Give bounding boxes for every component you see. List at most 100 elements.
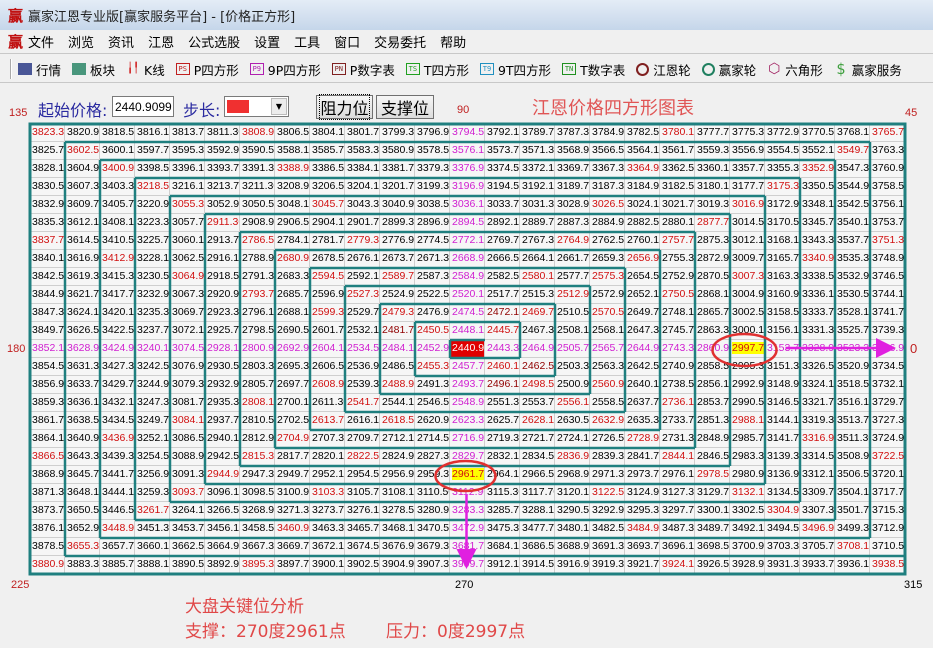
grid-cell: 3909.70 (450, 556, 485, 574)
grid-cell: 3708.10 (835, 538, 870, 556)
grid-cell: 3724.90 (870, 430, 905, 448)
grid-cell: 2872.90 (695, 250, 730, 268)
resistance-button[interactable]: 阻力位 (316, 94, 373, 120)
grid-cell: 2896.90 (415, 214, 450, 232)
grid-cell: 2988.10 (730, 412, 765, 430)
grid-cell: 2913.70 (205, 232, 240, 250)
grid-cell: 2474.50 (450, 304, 485, 322)
support-button[interactable]: 支撑位 (376, 95, 434, 119)
grid-cell: 3823.30 (30, 124, 65, 142)
grid-cell: 3235.30 (135, 304, 170, 322)
app-logo-icon: 赢 (8, 6, 24, 25)
toolbar-button-dollar[interactable]: $ 赢家服务 (834, 60, 902, 79)
toolbar-button-gann-wheel[interactable]: 江恩轮 (636, 60, 691, 79)
toolbar-button-candlestick[interactable]: ╽╿ K线 (126, 60, 165, 79)
grid-cell: 2515.30 (520, 286, 555, 304)
grid-cell: 3876.10 (30, 520, 65, 538)
grid-cell: 3628.90 (65, 340, 100, 358)
grid-cell: 2899.30 (380, 214, 415, 232)
grid-cell: 2580.10 (520, 268, 555, 286)
grid-cell: 3768.10 (835, 124, 870, 142)
grid-cell: 2496.10 (485, 376, 520, 394)
menu-formula-screen[interactable]: 公式选股 (188, 36, 241, 51)
menu-trade[interactable]: 交易委托 (374, 36, 427, 51)
toolbar-button-p9[interactable]: P9 9P四方形 (249, 60, 321, 79)
grid-cell: 3765.70 (870, 124, 905, 142)
grid-cell: 2877.70 (695, 214, 730, 232)
toolbar-button-pn[interactable]: PN P数字表 (331, 60, 395, 79)
grid-cell: 3451.30 (135, 520, 170, 538)
grid-cell: 2642.50 (625, 358, 660, 376)
grid-cell: 2469.70 (520, 304, 555, 322)
toolbar-button-blocks[interactable]: 板块 (72, 60, 115, 79)
toolbar-button-winner-wheel[interactable]: 赢家轮 (701, 60, 756, 79)
chart-title: 江恩价格四方形图表 (532, 98, 694, 119)
grid-cell: 3225.70 (135, 232, 170, 250)
grid-cell: 3816.10 (135, 124, 170, 142)
grid-cell: 3295.30 (625, 502, 660, 520)
grid-cell: 2985.70 (730, 430, 765, 448)
start-price-input[interactable] (112, 96, 174, 117)
menu-tools[interactable]: 工具 (294, 36, 321, 51)
grid-cell: 3168.10 (765, 232, 800, 250)
step-color-select[interactable]: ▼ (224, 96, 289, 117)
toolbar-button-tn[interactable]: TN T数字表 (562, 60, 625, 79)
grid-cell: 3412.90 (100, 250, 135, 268)
grid-cell: 3813.70 (170, 124, 205, 142)
grid-cell: 3357.70 (730, 160, 765, 178)
menu-gann[interactable]: 江恩 (148, 36, 175, 51)
grid-cell: 3033.70 (485, 196, 520, 214)
grid-cell: 3796.90 (415, 124, 450, 142)
hexagon-icon: ⬡ (768, 61, 781, 77)
grid-cell: 3518.50 (835, 376, 870, 394)
grid-cell: 3324.10 (800, 376, 835, 394)
grid-cell: 2467.30 (520, 322, 555, 340)
grid-cell: 2611.30 (310, 394, 345, 412)
grid-cell: 3477.70 (520, 520, 555, 538)
toolbar-label: T四方形 (423, 62, 469, 78)
grid-cell: 2834.50 (520, 448, 555, 466)
grid-cell: 2784.10 (275, 232, 310, 250)
menu-settings[interactable]: 设置 (254, 36, 281, 51)
grid-cell: 2990.50 (730, 394, 765, 412)
grid-cell: 3268.90 (240, 502, 275, 520)
grid-cell: 3052.90 (205, 196, 240, 214)
grid-cell: 3544.90 (835, 178, 870, 196)
menu-browse[interactable]: 浏览 (68, 36, 95, 51)
grid-cell: 2640.10 (625, 376, 660, 394)
grid-cell: 3187.30 (590, 178, 625, 196)
grid-cell: 3595.30 (170, 142, 205, 160)
toolbar-button-ts[interactable]: TS T四方形 (405, 60, 469, 79)
grid-cell: 3132.10 (730, 484, 765, 502)
grid-cell: 3633.70 (65, 376, 100, 394)
grid-cell: 3547.30 (835, 160, 870, 178)
toolbar-button-hexagon[interactable]: ⬡ 六角形 (767, 60, 823, 79)
grid-cell: 3228.10 (135, 250, 170, 268)
grid-cell: 3696.10 (660, 538, 695, 556)
grid-cell: 3002.50 (730, 304, 765, 322)
menu-file[interactable]: 文件 (28, 36, 55, 51)
menu-window[interactable]: 窗口 (334, 36, 361, 51)
toolbar-button-t9[interactable]: T9 9T四方形 (479, 60, 551, 79)
grid-cell: 3127.30 (660, 484, 695, 502)
grid-cell: 2488.90 (380, 376, 415, 394)
toolbar-button-table[interactable]: 行情 (18, 60, 61, 79)
grid-cell: 3859.30 (30, 394, 65, 412)
grid-cell: 3148.90 (765, 376, 800, 394)
grid-cell: 2815.30 (240, 448, 275, 466)
analysis-support: 支撑：270度2961点 (185, 622, 346, 642)
grid-cell: 3204.10 (345, 178, 380, 196)
grid-cell: 2764.90 (555, 232, 590, 250)
toolbar-button-ps[interactable]: PS P四方形 (175, 60, 239, 79)
menu-news[interactable]: 资讯 (108, 36, 135, 51)
grid-cell: 2548.90 (450, 394, 485, 412)
grid-cell: 3276.10 (345, 502, 380, 520)
grid-cell: 2690.50 (275, 322, 310, 340)
grid-cell: 2712.10 (380, 430, 415, 448)
menu-help[interactable]: 帮助 (440, 36, 467, 51)
grid-cell: 2940.10 (205, 430, 240, 448)
dropdown-arrow-icon[interactable]: ▼ (271, 98, 287, 115)
grid-cell: 3604.90 (65, 160, 100, 178)
grid-cell: 3648.10 (65, 484, 100, 502)
grid-cell: 3868.90 (30, 466, 65, 484)
